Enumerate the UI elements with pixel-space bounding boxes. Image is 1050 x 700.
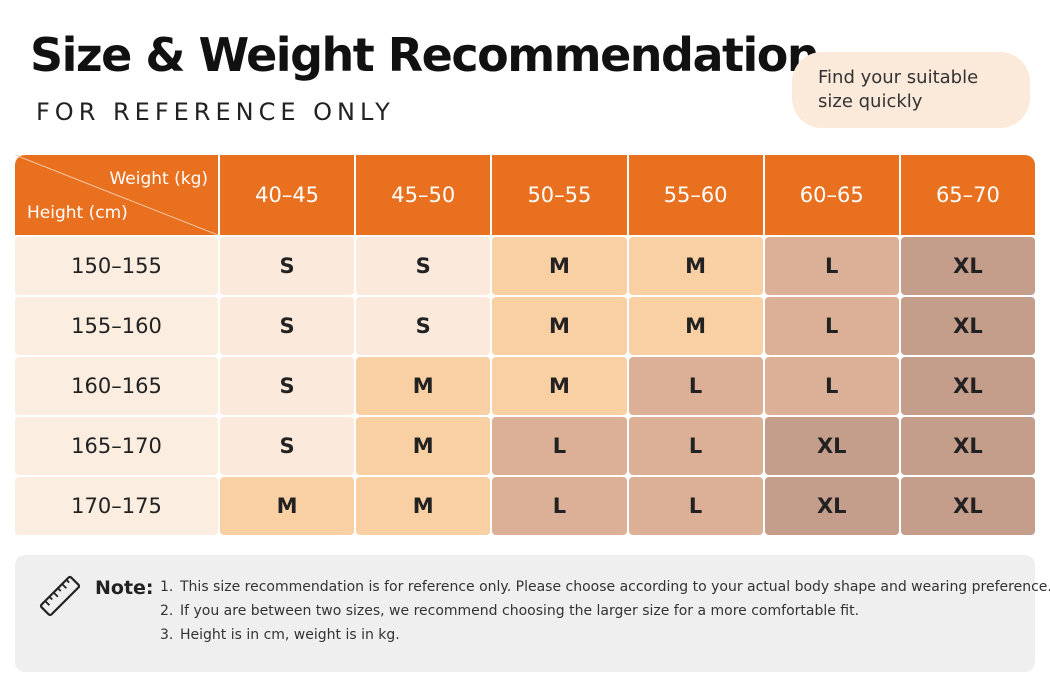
size-cell: M	[628, 297, 763, 355]
note-item: 2. If you are between two sizes, we recom…	[160, 603, 859, 619]
size-cell: XL	[900, 417, 1035, 475]
corner-diagonal	[15, 155, 218, 235]
item-number: 2.	[160, 603, 174, 619]
item-text: Height is in cm, weight is in kg.	[180, 627, 400, 643]
size-cell: XL	[900, 237, 1035, 295]
item-number: 3.	[160, 627, 174, 643]
size-cell: XL	[764, 477, 899, 535]
size-cell: M	[492, 297, 627, 355]
row-label: 160–165	[15, 357, 218, 415]
note-label: Note:	[95, 577, 154, 599]
size-cell: M	[492, 357, 627, 415]
item-text: If you are between two sizes, we recomme…	[180, 603, 860, 619]
row-label: 155–160	[15, 297, 218, 355]
size-cell: M	[356, 477, 491, 535]
size-cell: L	[492, 477, 627, 535]
badge: Find your suitable size quickly	[792, 52, 1030, 128]
size-cell: L	[764, 297, 899, 355]
size-cell: M	[220, 477, 355, 535]
size-cell: S	[220, 297, 355, 355]
size-cell: M	[356, 417, 491, 475]
subtitle: FOR REFERENCE ONLY	[36, 98, 395, 126]
size-cell: XL	[764, 417, 899, 475]
column-header: 45–50	[356, 155, 491, 235]
size-cell: S	[356, 237, 491, 295]
size-cell: XL	[900, 297, 1035, 355]
note-item: 3. Height is in cm, weight is in kg.	[160, 627, 400, 643]
corner-cell: Weight (kg) Height (cm)	[15, 155, 218, 235]
title: Size & Weight Recommendation	[30, 28, 820, 82]
corner-top: Weight (kg)	[109, 169, 208, 189]
size-cell: L	[628, 357, 763, 415]
item-number: 1.	[160, 579, 174, 595]
size-table: Weight (kg) Height (cm) 40–45 45–50 50–55 5…	[15, 155, 1035, 535]
size-cell: S	[220, 357, 355, 415]
column-header: 50–55	[492, 155, 627, 235]
row-label: 150–155	[15, 237, 218, 295]
size-cell: XL	[900, 477, 1035, 535]
size-cell: L	[628, 477, 763, 535]
size-cell: L	[764, 357, 899, 415]
row-label: 165–170	[15, 417, 218, 475]
size-cell: M	[356, 357, 491, 415]
size-cell: L	[628, 417, 763, 475]
size-cell: M	[492, 237, 627, 295]
item-text: This size recommendation is for referenc…	[180, 579, 1050, 595]
corner-bottom: Height (cm)	[27, 203, 128, 223]
size-cell: S	[220, 417, 355, 475]
size-cell: S	[356, 297, 491, 355]
size-cell: S	[220, 237, 355, 295]
size-cell: XL	[900, 357, 1035, 415]
column-header: 55–60	[628, 155, 763, 235]
column-header: 60–65	[764, 155, 899, 235]
size-cell: L	[764, 237, 899, 295]
row-label: 170–175	[15, 477, 218, 535]
size-cell: L	[492, 417, 627, 475]
column-header: 65–70	[900, 155, 1035, 235]
ruler-icon	[39, 575, 81, 617]
note-item: 1. This size recommendation is for refere…	[160, 579, 1050, 595]
column-header: 40–45	[220, 155, 355, 235]
note-box: Note: 1. This size recommendation is for …	[15, 555, 1050, 672]
size-cell: M	[628, 237, 763, 295]
